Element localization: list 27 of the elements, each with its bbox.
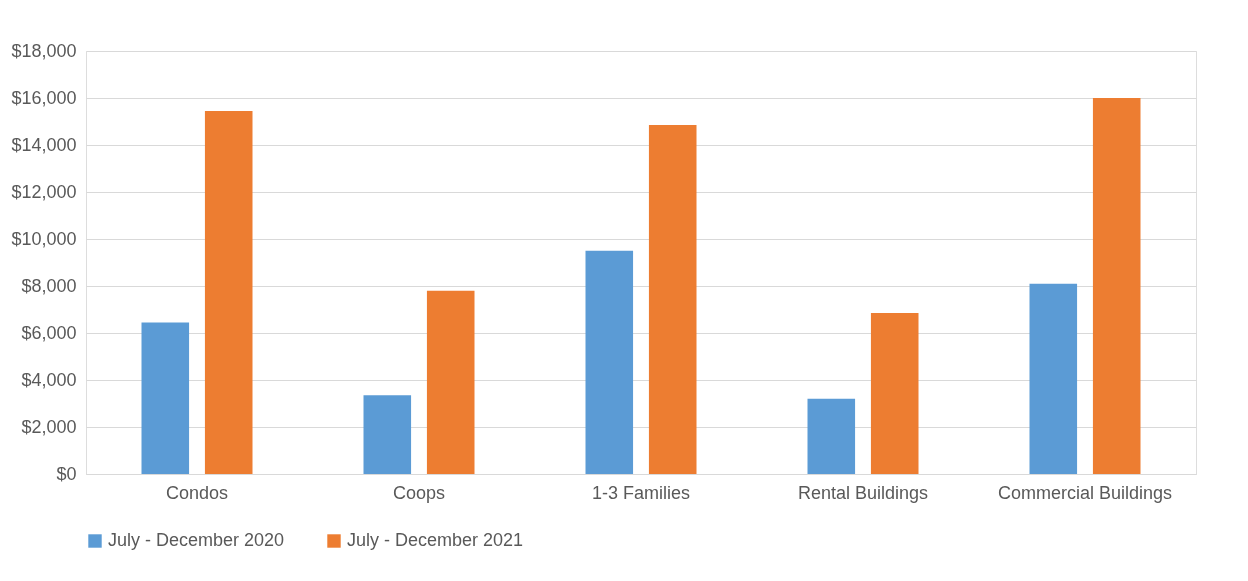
legend-label: July - December 2021 <box>347 530 524 550</box>
x-tick-label: 1-3 Families <box>591 482 691 503</box>
y-tick-label: $10,000 <box>11 228 77 249</box>
y-tick-label: $18,000 <box>11 40 77 61</box>
bar <box>1092 98 1141 474</box>
y-tick-label: $16,000 <box>11 87 77 108</box>
bar <box>807 398 856 474</box>
bar <box>141 322 190 474</box>
bar <box>585 250 634 474</box>
y-tick-label: $6,000 <box>21 322 77 343</box>
bar <box>426 290 475 474</box>
y-tick-label: $2,000 <box>21 416 77 437</box>
x-tick-label: Condos <box>165 482 229 503</box>
x-tick-label: Commercial Buildings <box>997 482 1173 503</box>
bar <box>648 125 697 474</box>
y-tick-label: $0 <box>56 463 77 484</box>
y-tick-label: $8,000 <box>21 275 77 296</box>
bar <box>204 110 253 474</box>
legend-label: July - December 2020 <box>108 530 285 550</box>
x-tick-label: Rental Buildings <box>797 482 929 503</box>
bar <box>363 395 412 474</box>
y-tick-label: $4,000 <box>21 369 77 390</box>
y-tick-label: $12,000 <box>11 181 77 202</box>
bar <box>870 313 919 474</box>
y-tick-label: $14,000 <box>11 134 77 155</box>
bar <box>1029 283 1078 474</box>
x-tick-label: Coops <box>392 482 446 503</box>
